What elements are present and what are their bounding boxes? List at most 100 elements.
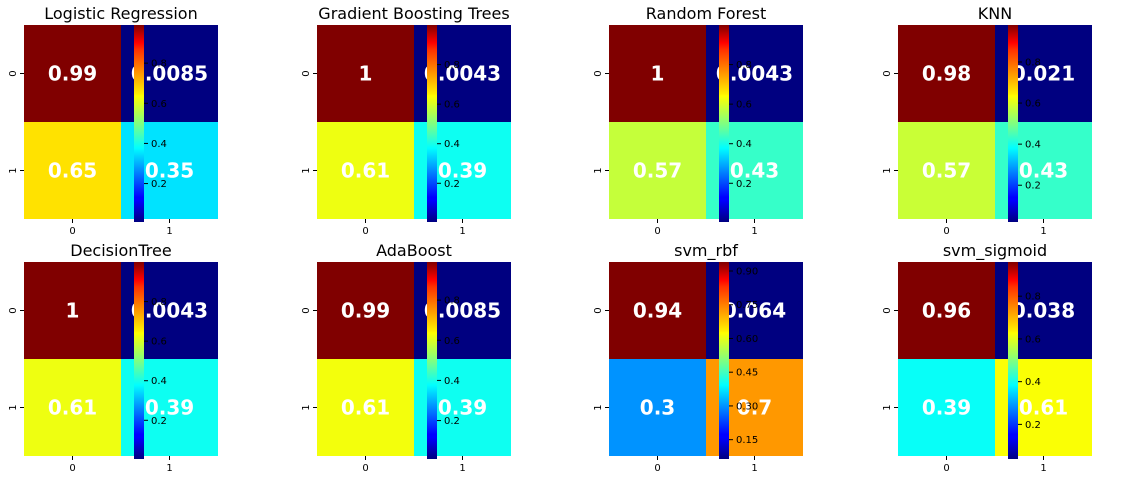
y-tick-label: 0 (593, 307, 604, 313)
colorbar-tick-label: 0.2 (151, 416, 167, 427)
colorbar-tick-label: 0.2 (736, 179, 752, 190)
y-tick-label: 1 (301, 404, 312, 410)
heatmap-title: AdaBoost (376, 241, 452, 260)
x-tick-label: 0 (943, 463, 949, 474)
heatmap-cell (609, 25, 706, 122)
cell-value-label: 0.35 (145, 159, 194, 183)
heatmap-title: Gradient Boosting Trees (318, 4, 509, 23)
cell-value-label: 0.57 (633, 159, 682, 183)
heatmap-cell (609, 122, 706, 219)
colorbar-tick-label: 0.4 (444, 376, 460, 387)
cell-value-label: 0.65 (48, 159, 97, 183)
colorbar (134, 25, 144, 222)
x-tick-label: 0 (362, 226, 368, 237)
x-tick-label: 0 (654, 463, 660, 474)
colorbar (719, 262, 729, 459)
colorbar-tick-label: 0.4 (1025, 377, 1041, 388)
cell-value-label: 0.43 (730, 159, 779, 183)
heatmap-title: svm_rbf (674, 241, 738, 261)
colorbar-tick-label: 0.6 (151, 99, 167, 110)
colorbar-tick-label: 0.8 (736, 60, 752, 71)
cell-value-label: 0.39 (438, 159, 487, 183)
heatmap-cell (317, 359, 414, 456)
cell-value-label: 0.39 (922, 396, 971, 420)
colorbar-tick-label: 0.4 (1025, 140, 1041, 151)
y-tick-label: 0 (593, 70, 604, 76)
colorbar-tick-label: 0.6 (736, 100, 752, 111)
y-tick-label: 0 (882, 70, 893, 76)
heatmap-title: Logistic Regression (44, 4, 197, 23)
y-tick-label: 1 (882, 167, 893, 173)
heatmap-title: Random Forest (646, 4, 766, 23)
colorbar (719, 25, 729, 222)
y-tick-label: 0 (8, 307, 19, 313)
colorbar-tick-label: 0.8 (151, 297, 167, 308)
colorbar-tick-label: 0.90 (736, 266, 758, 277)
colorbar-tick-label: 0.8 (151, 59, 167, 70)
colorbar-tick-label: 0.45 (736, 368, 758, 379)
colorbar-tick-label: 0.8 (444, 296, 460, 307)
y-tick-label: 0 (8, 70, 19, 76)
heatmap-panel-7: svm_rbf 0.94 0.064 0.3 0.7 0 1 0 1 0.15 0.30 0.45 0.… (593, 241, 803, 474)
cell-value-label: 0.61 (48, 396, 97, 420)
colorbar (1008, 25, 1018, 222)
x-tick-label: 1 (1040, 463, 1046, 474)
heatmap-cell (898, 25, 995, 122)
cell-value-label: 0.038 (1012, 299, 1075, 323)
cell-value-label: 0.39 (438, 396, 487, 420)
colorbar-tick-label: 0.60 (736, 334, 758, 345)
x-tick-label: 1 (751, 226, 757, 237)
cell-value-label: 0.021 (1012, 62, 1075, 86)
colorbar (427, 25, 437, 222)
y-tick-label: 1 (301, 167, 312, 173)
x-tick-label: 1 (1040, 226, 1046, 237)
cell-value-label: 0.99 (341, 299, 390, 323)
colorbar-tick-label: 0.15 (736, 435, 758, 446)
cell-value-label: 0.61 (341, 396, 390, 420)
cell-value-label: 0.39 (145, 396, 194, 420)
y-tick-label: 1 (8, 404, 19, 410)
x-tick-label: 0 (362, 463, 368, 474)
colorbar-tick-label: 0.8 (1025, 292, 1041, 303)
colorbar-tick-label: 0.30 (736, 401, 758, 412)
heatmap-cell (898, 122, 995, 219)
x-tick-label: 1 (459, 226, 465, 237)
colorbar-tick-label: 0.8 (444, 60, 460, 71)
colorbar-tick-label: 0.75 (736, 300, 758, 311)
x-tick-label: 0 (654, 226, 660, 237)
heatmap-cell (609, 262, 706, 359)
x-tick-label: 0 (69, 226, 75, 237)
colorbar-tick-label: 0.4 (736, 139, 752, 150)
cell-value-label: 0.98 (922, 62, 971, 86)
y-tick-label: 1 (882, 404, 893, 410)
cell-value-label: 0.61 (341, 159, 390, 183)
y-tick-label: 0 (882, 307, 893, 313)
heatmap-cell (24, 122, 121, 219)
heatmap-panel-4: KNN 0.98 0.021 0.57 0.43 0 1 0 1 0.2 0.4 0.6 0.8 (882, 4, 1092, 237)
cell-value-label: 0.99 (48, 62, 97, 86)
x-tick-label: 1 (751, 463, 757, 474)
cell-value-label: 0.96 (922, 299, 971, 323)
cell-value-label: 0.61 (1019, 396, 1068, 420)
y-tick-label: 1 (593, 167, 604, 173)
colorbar-tick-label: 0.6 (444, 100, 460, 111)
y-tick-label: 1 (593, 404, 604, 410)
heatmap-panel-8: svm_sigmoid 0.96 0.038 0.39 0.61 0 1 0 1 0.2 0.4 0.… (882, 241, 1092, 474)
y-tick-label: 0 (301, 70, 312, 76)
cell-value-label: 1 (66, 299, 80, 323)
colorbar (427, 262, 437, 459)
colorbar-tick-label: 0.4 (151, 376, 167, 387)
cell-value-label: 0.064 (723, 299, 786, 323)
colorbar-tick-label: 0.8 (1025, 57, 1041, 68)
heatmap-cell (317, 122, 414, 219)
colorbar-tick-label: 0.6 (1025, 99, 1041, 110)
x-tick-label: 1 (459, 463, 465, 474)
colorbar-tick-label: 0.2 (1025, 420, 1041, 431)
colorbar-tick-label: 0.4 (444, 139, 460, 150)
cell-value-label: 0.94 (633, 299, 682, 323)
